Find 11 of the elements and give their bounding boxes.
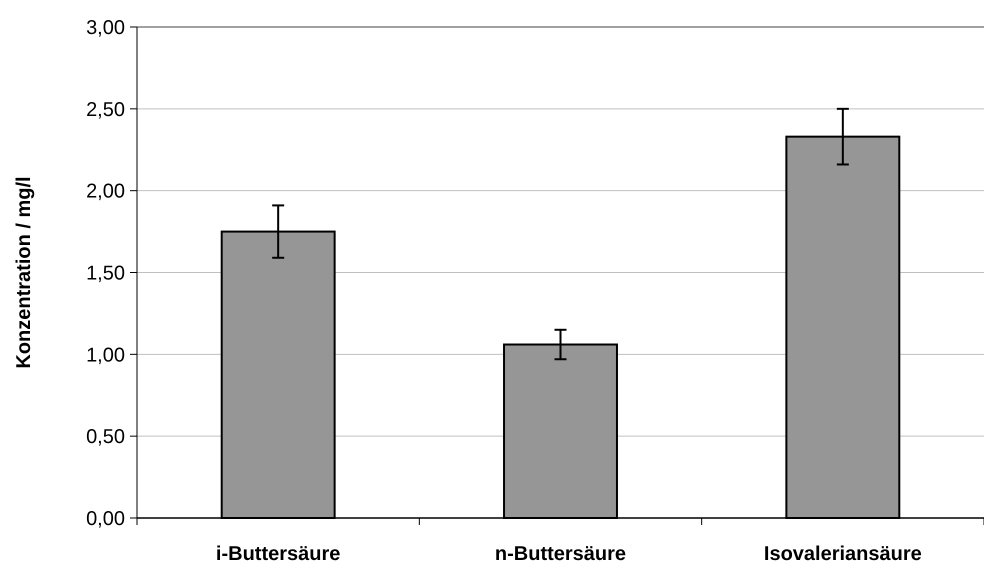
y-tick-label: 0,50	[86, 426, 125, 448]
y-tick-label: 0,00	[86, 508, 125, 530]
x-tick-label: Isovaleriansäure	[764, 543, 922, 565]
y-axis-title: Konzentration / mg/l	[13, 176, 35, 369]
x-tick-label: n-Buttersäure	[494, 543, 626, 565]
y-tick-label: 3,00	[86, 17, 125, 39]
x-tick-label: i-Buttersäure	[216, 543, 340, 565]
y-tick-label: 1,50	[86, 262, 125, 284]
y-tick-label: 2,50	[86, 98, 125, 121]
y-tick-label: 1,00	[86, 344, 125, 366]
y-tick-label: 2,00	[86, 180, 125, 203]
